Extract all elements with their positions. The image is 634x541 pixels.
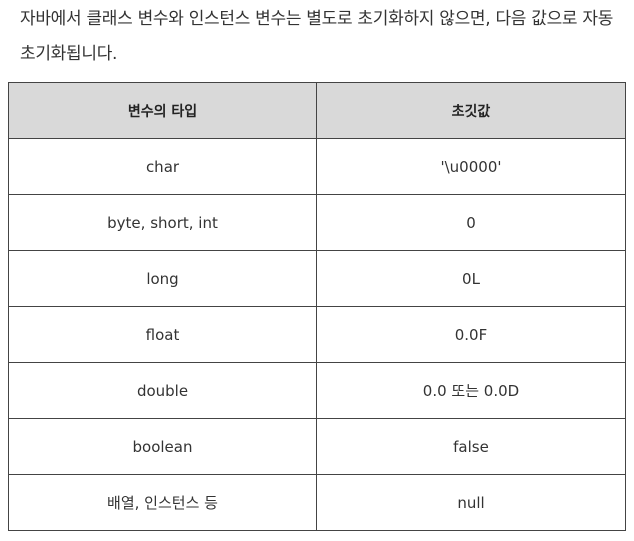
default-values-table: 변수의 타입 초깃값 char '\u0000' byte, short, in… (8, 82, 626, 531)
intro-paragraph: 자바에서 클래스 변수와 인스턴스 변수는 별도로 초기화하지 않으면, 다음 … (20, 9, 614, 64)
table-row: boolean false (8, 418, 626, 475)
value-cell: 0.0 또는 0.0D (316, 362, 626, 419)
table-row: 배열, 인스턴스 등 null (8, 474, 626, 531)
table-row: float 0.0F (8, 306, 626, 363)
table-header-row: 변수의 타입 초깃값 (8, 82, 626, 139)
type-cell: boolean (8, 418, 317, 475)
value-cell: null (316, 474, 626, 531)
value-cell: 0.0F (316, 306, 626, 363)
header-initial-value: 초깃값 (316, 82, 626, 139)
value-cell: 0 (316, 194, 626, 251)
type-cell: byte, short, int (8, 194, 317, 251)
value-cell: '\u0000' (316, 138, 626, 195)
type-cell: char (8, 138, 317, 195)
type-cell: float (8, 306, 317, 363)
type-cell: 배열, 인스턴스 등 (8, 474, 317, 531)
header-variable-type: 변수의 타입 (8, 82, 317, 139)
value-cell: false (316, 418, 626, 475)
table-row: char '\u0000' (8, 138, 626, 195)
type-cell: double (8, 362, 317, 419)
table-row: double 0.0 또는 0.0D (8, 362, 626, 419)
table-row: byte, short, int 0 (8, 194, 626, 251)
type-cell: long (8, 250, 317, 307)
value-cell: 0L (316, 250, 626, 307)
table-row: long 0L (8, 250, 626, 307)
